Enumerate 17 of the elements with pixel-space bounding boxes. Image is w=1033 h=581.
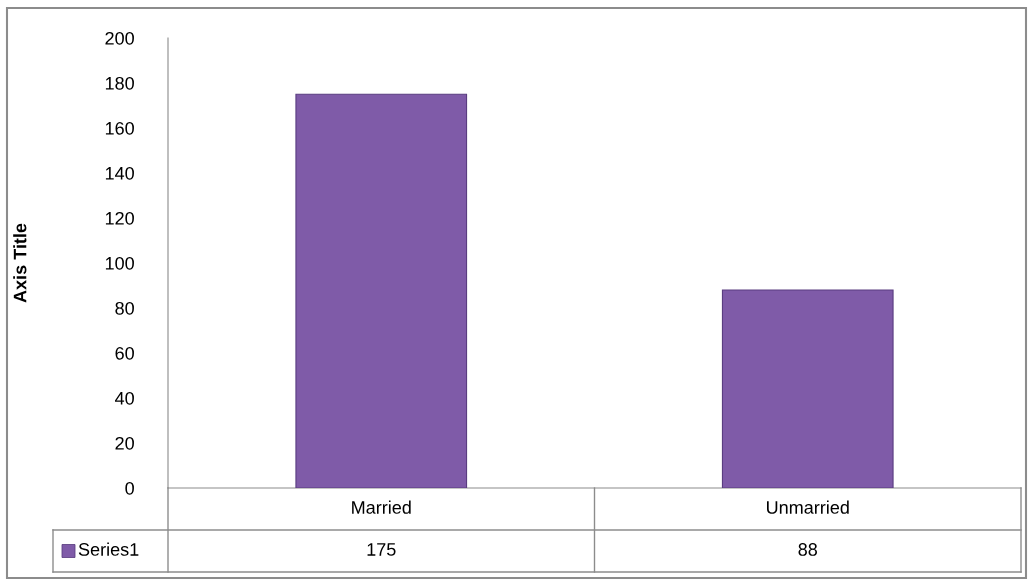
y-tick-label: 200 <box>105 31 134 45</box>
y-tick-label: 60 <box>115 346 134 360</box>
data-label: 88 <box>798 543 818 556</box>
y-tick-label: 180 <box>105 76 134 90</box>
x-tick-label: Married <box>352 500 411 514</box>
y-tick-label: 0 <box>125 481 134 495</box>
y-tick-label: 160 <box>105 121 134 135</box>
legend-label: Series1 <box>78 542 139 556</box>
y-tick-label: 40 <box>115 391 134 405</box>
data-label: 175 <box>367 543 396 556</box>
y-axis-title: Axis Title <box>13 223 27 303</box>
y-tick-label: 120 <box>105 211 134 225</box>
y-tick-label: 140 <box>105 166 134 180</box>
y-tick-label: 20 <box>115 436 134 450</box>
y-tick-label: 100 <box>105 256 134 270</box>
y-tick-label: 80 <box>115 301 134 315</box>
x-tick-label: Unmarried <box>767 500 849 514</box>
